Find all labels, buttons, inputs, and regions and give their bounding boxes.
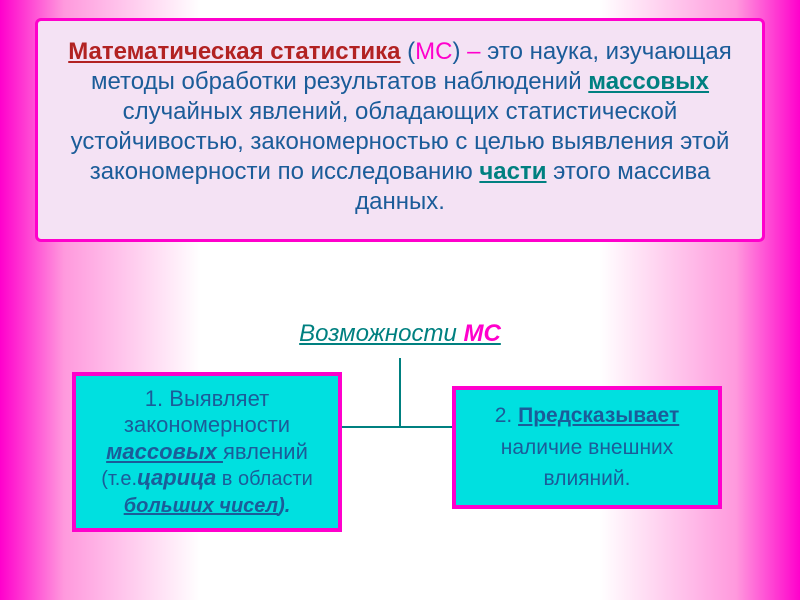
- leaf2-kw: Предсказывает: [518, 404, 679, 427]
- leaf1-tsaritsa: царица: [137, 465, 216, 490]
- abbrev: МС: [415, 38, 452, 65]
- slide: Математическая статистика (МС) – это нау…: [0, 0, 800, 600]
- leaf1-paren: (т.е.: [101, 468, 137, 490]
- dash: –: [460, 38, 487, 65]
- subtitle-prefix: Возможности: [299, 320, 463, 347]
- leaf-1: 1. Выявляет закономерности массовых явле…: [72, 372, 342, 532]
- connector-vertical: [399, 358, 401, 426]
- kw-massovyh: массовых: [588, 68, 709, 95]
- leaf1-big: больших чисел: [124, 495, 278, 517]
- definition-box: Математическая статистика (МС) – это нау…: [35, 18, 765, 242]
- kw-chasti: части: [479, 158, 546, 185]
- leaf1-t2: явлений: [223, 439, 308, 464]
- subtitle-mc: МС: [464, 320, 501, 347]
- leaf1-num: 1.: [145, 386, 169, 411]
- subtitle: Возможности МС: [0, 320, 800, 348]
- paren-open: (: [400, 38, 415, 65]
- leaf1-kw: массовых: [106, 439, 223, 464]
- leaf2-num: 2.: [495, 404, 518, 427]
- title: Математическая статистика: [68, 38, 400, 65]
- leaf-2: 2. Предсказывает наличие внешних влияний…: [452, 386, 722, 509]
- leaf1-mid: в области: [216, 468, 313, 490]
- leaf2-rest: наличие внешних влияний.: [501, 436, 674, 491]
- leaf1-close: ).: [278, 495, 290, 517]
